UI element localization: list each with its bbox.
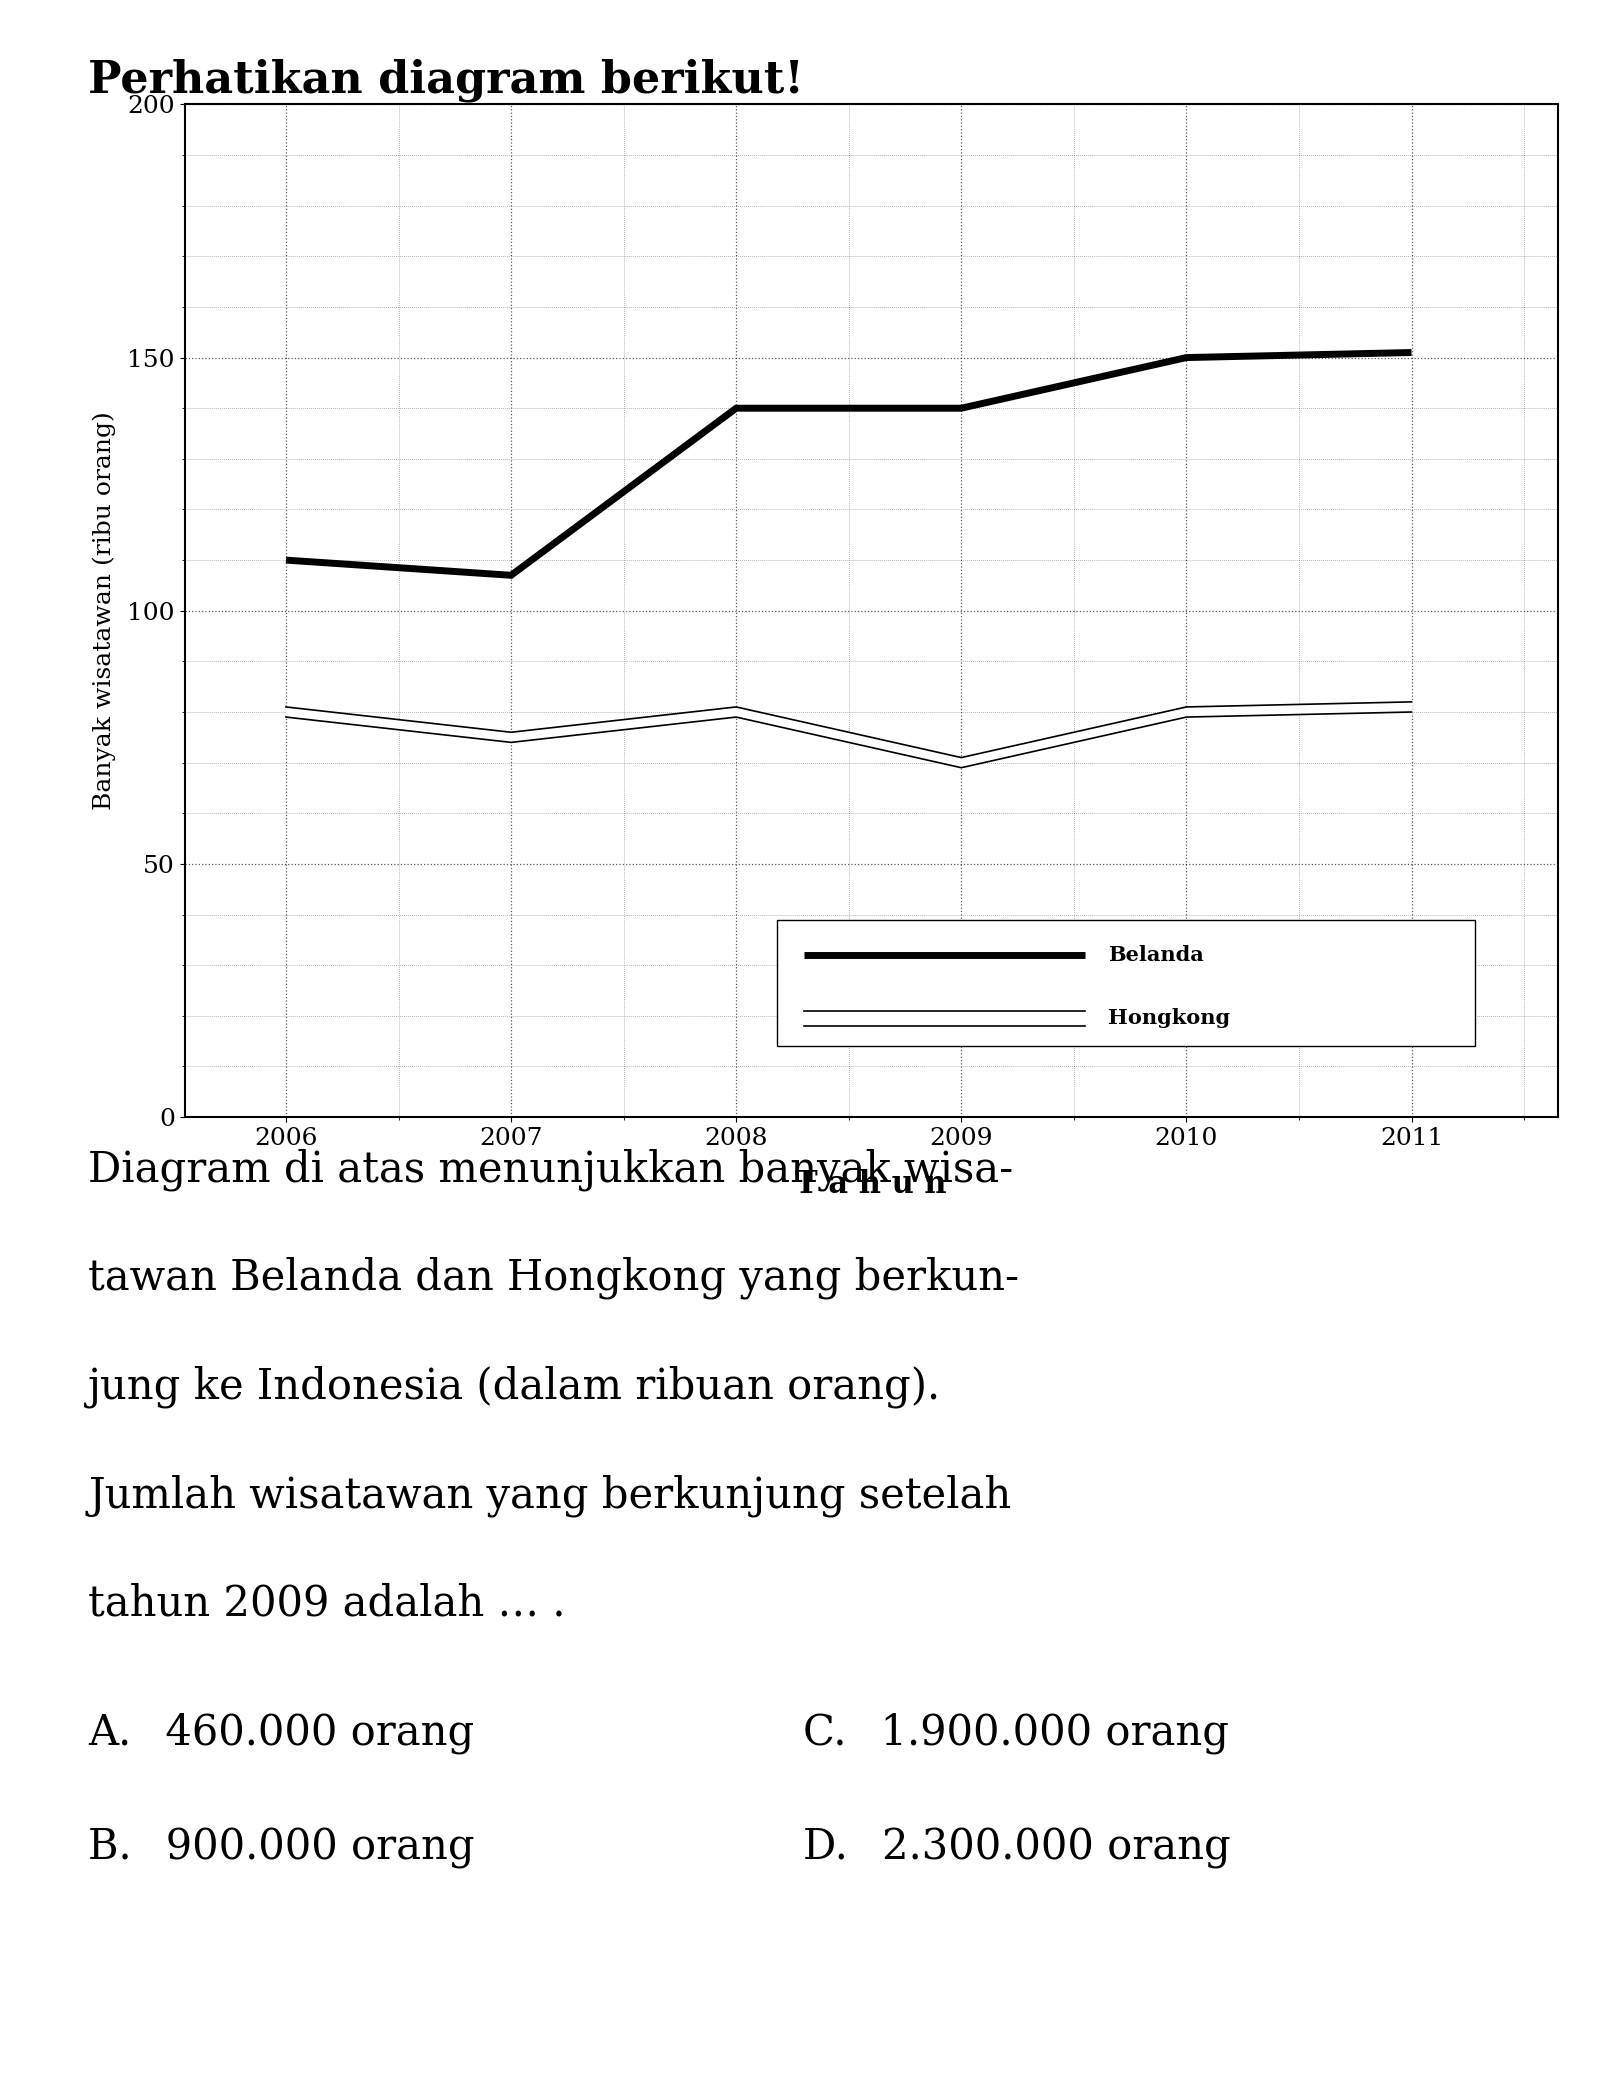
Text: Jumlah wisatawan yang berkunjung setelah: Jumlah wisatawan yang berkunjung setelah bbox=[88, 1474, 1011, 1516]
Bar bbox=[777, 919, 1473, 1046]
Text: Perhatikan diagram berikut!: Perhatikan diagram berikut! bbox=[88, 58, 804, 102]
Text: Hongkong: Hongkong bbox=[1107, 1009, 1229, 1029]
Text: tawan Belanda dan Hongkong yang berkun-: tawan Belanda dan Hongkong yang berkun- bbox=[88, 1257, 1019, 1299]
Text: C.  1.900.000 orang: C. 1.900.000 orang bbox=[802, 1712, 1228, 1754]
Text: Belanda: Belanda bbox=[1107, 946, 1202, 965]
X-axis label: T a h u n: T a h u n bbox=[794, 1169, 947, 1201]
Text: A.  460.000 orang: A. 460.000 orang bbox=[88, 1712, 475, 1754]
Text: jung ke Indonesia (dalam ribuan orang).: jung ke Indonesia (dalam ribuan orang). bbox=[88, 1366, 941, 1407]
Text: Diagram di atas menunjukkan banyak wisa-: Diagram di atas menunjukkan banyak wisa- bbox=[88, 1148, 1013, 1190]
Text: tahun 2009 adalah … .: tahun 2009 adalah … . bbox=[88, 1583, 579, 1624]
Y-axis label: Banyak wisatawan (ribu orang): Banyak wisatawan (ribu orang) bbox=[93, 411, 116, 810]
Text: B.  900.000 orang: B. 900.000 orang bbox=[88, 1827, 475, 1869]
Text: D.  2.300.000 orang: D. 2.300.000 orang bbox=[802, 1827, 1229, 1869]
